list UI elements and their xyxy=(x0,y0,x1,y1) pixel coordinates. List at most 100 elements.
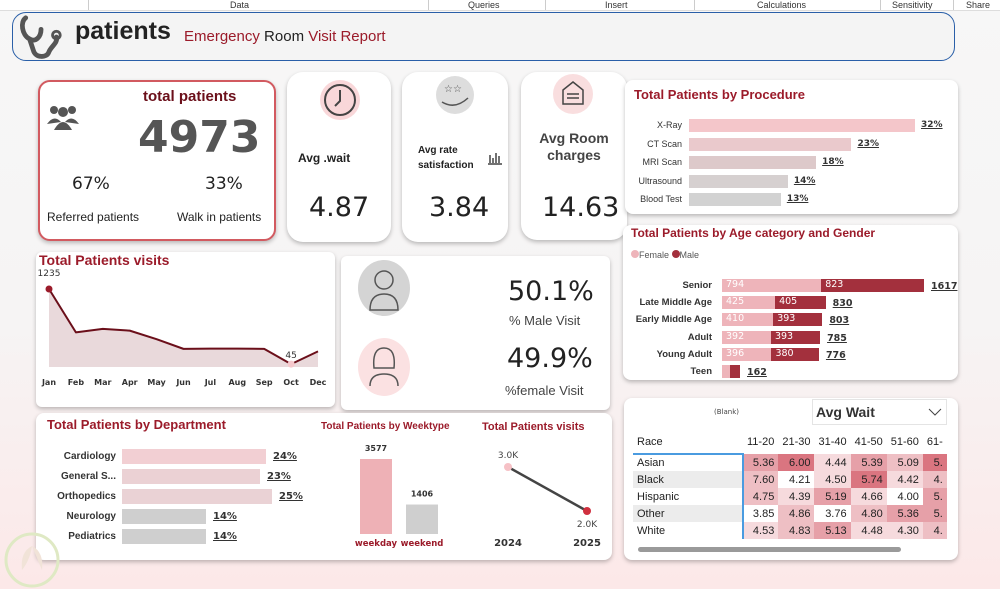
data-label: 45 xyxy=(285,351,296,361)
x-tick-label: Apr xyxy=(122,378,138,387)
menu-separator xyxy=(694,0,695,10)
clock-icon xyxy=(320,80,360,120)
female-bar: 794 xyxy=(722,279,822,292)
matrix-cell: 5. xyxy=(922,505,947,522)
data-label: 3.0K xyxy=(498,451,519,461)
page-title: patients xyxy=(75,17,171,45)
menu-share[interactable]: Share xyxy=(966,0,991,10)
race-cell: Hispanic xyxy=(633,488,743,505)
department-pct: 14% xyxy=(213,511,237,522)
race-cell: Other xyxy=(633,505,743,522)
procedure-bar xyxy=(689,174,788,188)
matrix-cell: 5. xyxy=(922,454,947,471)
department-bar xyxy=(122,509,206,524)
x-tick-label: Mar xyxy=(94,378,111,387)
procedure-pct: 14% xyxy=(793,175,816,186)
measure-dropdown[interactable]: Avg Wait xyxy=(812,399,947,425)
x-tick-label: Sep xyxy=(256,378,273,387)
matrix-cell: 5.19 xyxy=(814,488,851,505)
menu-separator xyxy=(88,0,89,10)
x-tick-label: weekday xyxy=(355,539,398,549)
matrix-cell: 5.36 xyxy=(886,505,923,522)
menu-calculations[interactable]: Calculations xyxy=(757,0,807,10)
female-pct: 49.9% xyxy=(507,343,593,374)
table-row[interactable]: Other 3.85 4.86 3.76 4.80 5.36 5. xyxy=(633,505,947,522)
procedure-bar xyxy=(689,137,852,151)
total-patients-card: total patients 4973 67% 33% Referred pat… xyxy=(38,80,276,241)
column-header: 21-30 xyxy=(782,436,811,448)
procedure-bar xyxy=(689,119,915,132)
procedure-label: X-Ray xyxy=(656,120,682,130)
report-header: patients Emergency Room Visit Report xyxy=(12,12,955,61)
matrix-cell: 4.42 xyxy=(886,471,923,488)
procedure-chart: Total Patients by Procedure X-Ray 32% CT S… xyxy=(625,80,958,214)
matrix-cell: 4.66 xyxy=(850,488,887,505)
menu-separator xyxy=(953,0,954,10)
kpi-label: Avg Room charges xyxy=(539,130,609,163)
data-label: 1406 xyxy=(411,490,434,499)
age-label: Early Middle Age xyxy=(635,314,712,326)
total-patients-value: 4973 xyxy=(138,112,261,163)
legend: Female Male xyxy=(631,250,699,260)
data-label: 1235 xyxy=(38,269,61,279)
matrix-cell: 5.39 xyxy=(850,454,887,471)
male-bar: 393 xyxy=(773,313,823,327)
header-row: Race 11-20 21-30 31-40 41-50 51-60 61- xyxy=(633,430,947,454)
male-bar: 823 xyxy=(821,279,924,292)
female-label: %female Visit xyxy=(505,383,584,398)
age-label: Adult xyxy=(687,331,712,343)
people-group-icon xyxy=(47,106,79,130)
race-cell: White xyxy=(633,522,743,539)
matrix-cell: 3.85 xyxy=(741,505,779,522)
data-point xyxy=(583,507,591,515)
matrix-cell: 6.00 xyxy=(778,454,815,471)
department-bar xyxy=(122,489,272,504)
avg-room-charges-card: Avg Room charges 14.63 xyxy=(521,72,627,240)
age-gender-chart: Total Patients by Age category and Gende… xyxy=(623,225,958,380)
data-point xyxy=(287,360,295,368)
male-bar xyxy=(730,365,740,378)
department-bar xyxy=(122,469,260,484)
data-label: 3577 xyxy=(365,444,387,453)
age-total: 162 xyxy=(747,367,767,378)
weektype-bar-chart: 3577 weekday 1406 weekend xyxy=(355,444,443,549)
area-fill xyxy=(49,289,318,367)
race-cell: Black xyxy=(633,471,743,488)
matrix-cell: 5.74 xyxy=(850,471,887,488)
matrix-cell: 4.83 xyxy=(778,522,815,539)
menu-data[interactable]: Data xyxy=(230,0,250,10)
procedure-pct: 32% xyxy=(921,120,943,130)
procedure-bar xyxy=(689,193,781,206)
page-subtitle: Emergency Room Visit Report xyxy=(184,28,386,45)
chevron-down-icon xyxy=(928,408,942,416)
kpi-label: Avg .wait xyxy=(298,151,351,165)
table-row[interactable]: Black 7.60 4.21 4.50 5.74 4.42 4. xyxy=(633,471,947,488)
horizontal-scrollbar[interactable] xyxy=(638,547,901,552)
female-bar xyxy=(722,365,730,378)
male-bar: 380 xyxy=(771,347,819,361)
matrix-cell: 4.00 xyxy=(886,488,923,505)
matrix-cell: 5. xyxy=(922,488,947,505)
department-pct: 25% xyxy=(279,491,303,502)
weektype-title: Total Patients by Weektype xyxy=(321,421,450,432)
kpi-value: 14.63 xyxy=(542,192,620,223)
menu-queries[interactable]: Queries xyxy=(468,0,500,10)
matrix-cell: 4.75 xyxy=(741,488,779,505)
menu-sensitivity[interactable]: Sensitivity xyxy=(892,0,933,10)
stethoscope-icon xyxy=(19,15,62,59)
column-header: 11-20 xyxy=(747,436,775,448)
rating-hand-stars-icon: ☆☆ xyxy=(436,76,474,114)
menu-insert[interactable]: Insert xyxy=(605,0,628,10)
table-row[interactable]: Asian 5.36 6.00 4.44 5.39 5.09 5. xyxy=(633,453,947,471)
table-row[interactable]: Hispanic 4.75 4.39 5.19 4.66 4.00 5. xyxy=(633,488,947,505)
age-total: 830 xyxy=(832,298,853,310)
legend-female-swatch xyxy=(631,250,639,258)
x-tick-label: Feb xyxy=(68,378,85,387)
column-header: 41-50 xyxy=(854,436,883,448)
ticket-icon xyxy=(553,74,593,114)
x-tick-label: Aug xyxy=(228,378,246,387)
age-label: Senior xyxy=(682,280,712,291)
race-cell: Asian xyxy=(633,453,743,471)
age-label: Young Adult xyxy=(656,348,712,360)
table-row[interactable]: White 4.53 4.83 5.13 4.48 4.30 4. xyxy=(633,522,947,539)
